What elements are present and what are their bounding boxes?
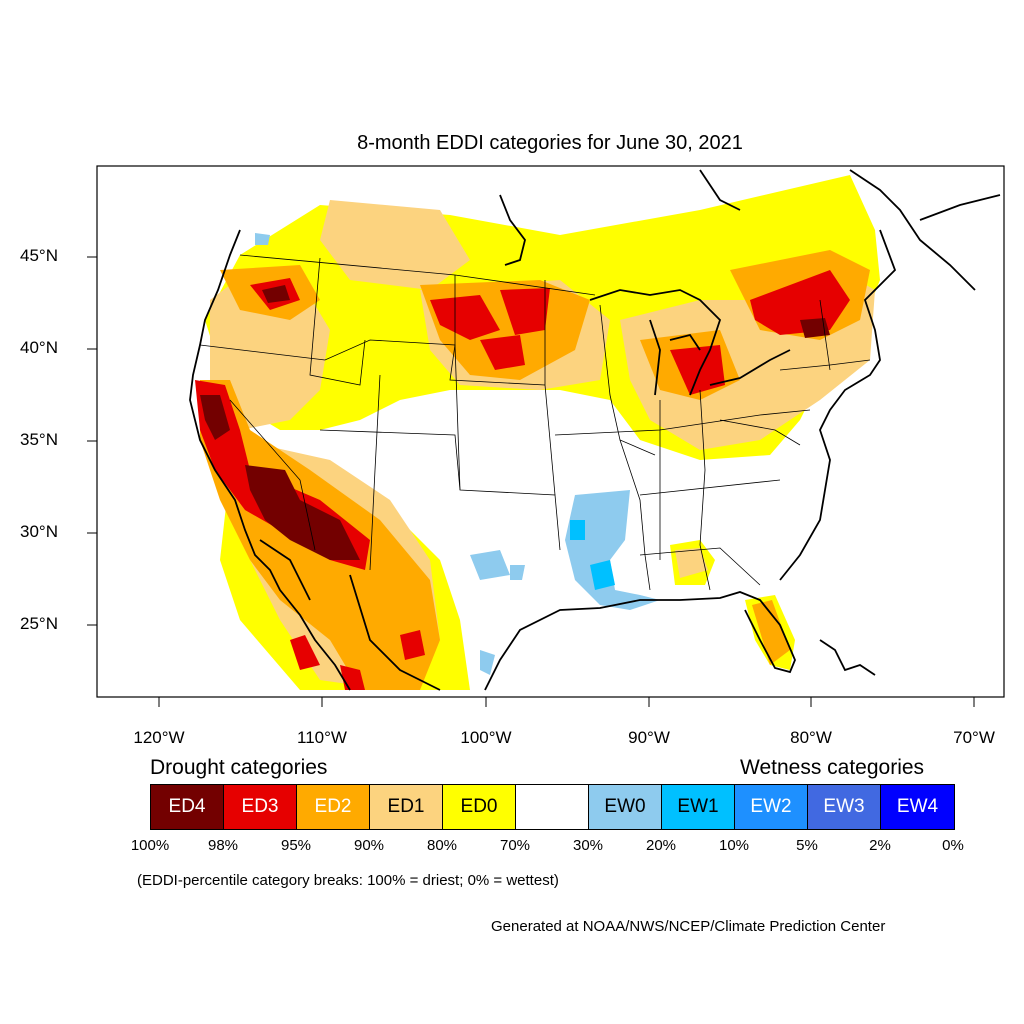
- lon-label-90: 90°W: [628, 728, 670, 747]
- lon-label-100: 100°W: [460, 728, 512, 747]
- break-label: 30%: [572, 837, 604, 854]
- ew1-regions: [570, 520, 615, 590]
- legend-box-ew4: EW4: [881, 785, 954, 829]
- break-label: 100%: [130, 837, 170, 854]
- drought-heading: Drought categories: [150, 756, 328, 779]
- lat-label-25: 25°N: [20, 614, 58, 633]
- lat-label-40: 40°N: [20, 338, 58, 357]
- lat-label-35: 35°N: [20, 430, 58, 449]
- category-note: (EDDI-percentile category breaks: 100% =…: [137, 872, 559, 889]
- credit-text: Generated at NOAA/NWS/NCEP/Climate Predi…: [491, 918, 886, 935]
- legend-box-ew3: EW3: [808, 785, 881, 829]
- coastlines: [189, 169, 1001, 691]
- break-label: 20%: [645, 837, 677, 854]
- category-legend: ED4 ED3 ED2 ED1 ED0 EW0 EW1 EW2 EW3 EW4: [150, 784, 955, 830]
- break-label: 10%: [718, 837, 750, 854]
- legend-box-ed2: ED2: [297, 785, 370, 829]
- ed4-regions: [200, 285, 830, 560]
- break-label: 90%: [353, 837, 385, 854]
- break-label: 2%: [869, 837, 891, 854]
- lon-ticks: [158, 697, 975, 707]
- legend-box-ew2: EW2: [735, 785, 808, 829]
- lon-label-70: 70°W: [953, 728, 995, 747]
- break-label: 80%: [426, 837, 458, 854]
- lat-label-45: 45°N: [20, 246, 58, 265]
- legend-box-ew1: EW1: [662, 785, 735, 829]
- lat-ticks: [87, 256, 97, 626]
- ew0-regions: [255, 233, 660, 675]
- legend-box-ed3: ED3: [224, 785, 297, 829]
- break-label: 95%: [280, 837, 312, 854]
- wetness-heading: Wetness categories: [740, 756, 925, 779]
- lat-label-30: 30°N: [20, 522, 58, 541]
- lon-label-110: 110°W: [297, 728, 347, 747]
- lon-label-120: 120°W: [133, 728, 185, 747]
- eddi-map: [87, 165, 1005, 707]
- break-label: 98%: [207, 837, 239, 854]
- legend-box-ew0: EW0: [589, 785, 662, 829]
- map-title: 8-month EDDI categories for June 30, 202…: [357, 132, 743, 154]
- break-label: 5%: [796, 837, 818, 854]
- break-label: 0%: [942, 837, 964, 854]
- state-borders: [199, 254, 871, 591]
- legend-box-neutral: [516, 785, 589, 829]
- lon-label-80: 80°W: [790, 728, 832, 747]
- break-label: 70%: [499, 837, 531, 854]
- legend-box-ed0: ED0: [443, 785, 516, 829]
- legend-box-ed1: ED1: [370, 785, 443, 829]
- legend-box-ed4: ED4: [151, 785, 224, 829]
